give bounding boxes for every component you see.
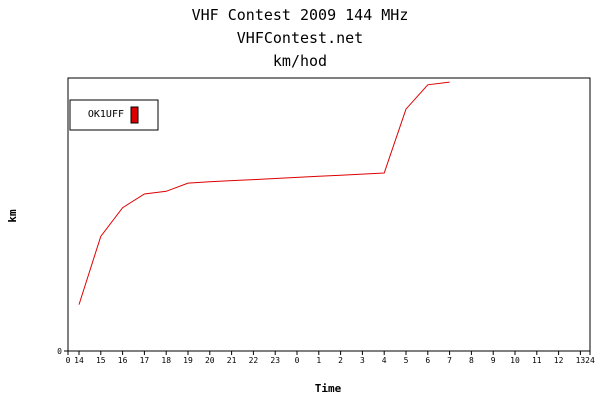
x-axis-ticks: 0 14 15 16 17 18 19 20 21 22 23 0 1 2 3 4 5 6 7 8 9 10 11 12 13 2… — [66, 351, 595, 365]
legend-box — [69, 99, 159, 131]
y-axis-ticks: 0 — [57, 347, 68, 356]
x-tick-label: 10 — [510, 356, 520, 365]
chart-subtitle: VHFContest.net — [236, 29, 364, 47]
legend-swatch — [130, 106, 139, 124]
x-tick-label: 24 — [585, 356, 595, 365]
x-tick-label: 0 — [295, 356, 300, 365]
x-tick-label: 12 — [554, 356, 564, 365]
x-tick-label: 16 — [118, 356, 128, 365]
series-line-ok1uff — [78, 81, 450, 305]
chart-unit-subtitle: km/hod — [272, 52, 328, 70]
x-tick-label: 4 — [382, 356, 387, 365]
x-tick-label: 7 — [447, 356, 452, 365]
chart-title: VHF Contest 2009 144 MHz — [191, 6, 409, 24]
x-tick-label: 15 — [96, 356, 106, 365]
x-tick-label: 20 — [205, 356, 215, 365]
y-tick-label: 0 — [57, 347, 62, 356]
x-tick-label: 2 — [338, 356, 343, 365]
y-axis-label: km — [6, 209, 19, 223]
x-tick-label: 1 — [316, 356, 321, 365]
x-tick-label: 11 — [532, 356, 542, 365]
x-tick-label: 0 — [66, 356, 71, 365]
x-tick-label: 3 — [360, 356, 365, 365]
x-axis-label: Time — [315, 382, 342, 395]
series-lines — [78, 81, 450, 305]
plot-axes — [67, 77, 591, 352]
x-tick-label: 19 — [183, 356, 193, 365]
x-tick-label: 5 — [404, 356, 409, 365]
x-tick-label: 18 — [161, 356, 171, 365]
x-tick-label: 6 — [425, 356, 430, 365]
plot-frame — [67, 77, 591, 352]
x-tick-label: 17 — [140, 356, 150, 365]
x-tick-label: 22 — [249, 356, 259, 365]
x-tick-label: 14 — [74, 356, 84, 365]
legend: OK1UFF — [69, 99, 159, 131]
x-tick-label: 8 — [469, 356, 474, 365]
x-tick-label: 21 — [227, 356, 237, 365]
x-tick-label: 13 — [576, 356, 586, 365]
legend-label: OK1UFF — [88, 109, 124, 120]
x-tick-label: 9 — [491, 356, 496, 365]
x-tick-label: 23 — [270, 356, 280, 365]
